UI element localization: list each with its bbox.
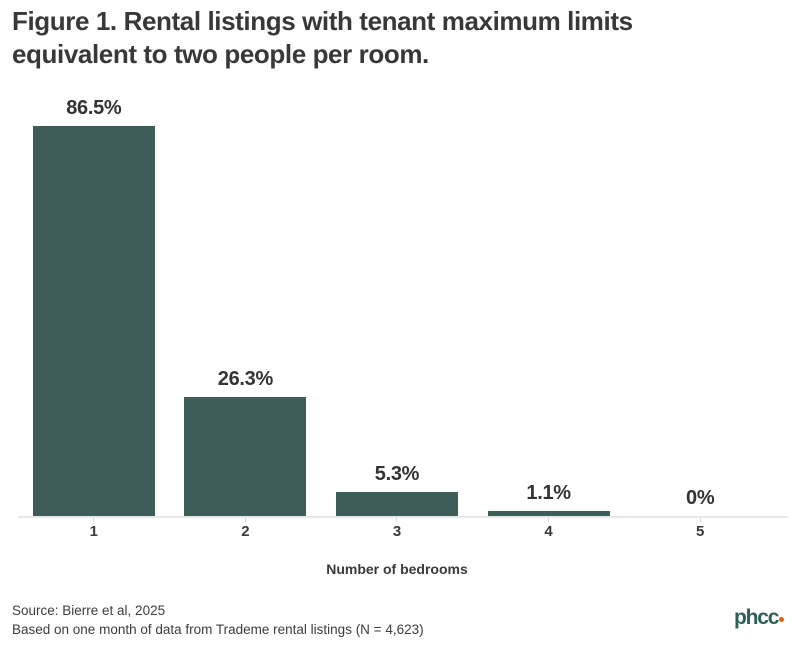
phcc-logo-text: phcc: [734, 606, 779, 629]
bar-column: 1.1%: [473, 482, 625, 516]
bar: [32, 126, 155, 516]
x-tick: 3: [321, 518, 473, 540]
bar-column: 0%: [624, 487, 776, 516]
bar-value-label: 26.3%: [217, 368, 274, 390]
x-tick: 1: [18, 518, 170, 540]
x-tick-label: 2: [241, 523, 250, 540]
bar-value-label: 0%: [686, 487, 715, 509]
bar-value-label: 1.1%: [526, 482, 571, 504]
x-tick-label: 3: [392, 523, 402, 540]
x-tick-mark: [93, 518, 95, 522]
x-tick: 5: [624, 518, 776, 540]
bar-value-label: 5.3%: [374, 463, 420, 485]
x-tick-label: 5: [696, 523, 705, 540]
basis-line: Based on one month of data from Trademe …: [12, 622, 424, 637]
figure-title: Figure 1. Rental listings with tenant ma…: [12, 6, 633, 69]
x-tick-mark: [244, 518, 246, 522]
bar-column: 5.3%: [321, 463, 473, 516]
bar-column: 86.5%: [18, 97, 170, 516]
x-axis-title: Number of bedrooms: [326, 561, 468, 577]
x-tick-label: 1: [89, 523, 98, 540]
x-tick-label: 4: [544, 523, 553, 540]
bar: [184, 397, 307, 516]
x-tick: 2: [170, 518, 322, 540]
bar-value-label: 86.5%: [66, 97, 122, 119]
bar-chart: 86.5% 26.3% 5.3% 1.1% 0% 1 2 3 4 5 Number of bed…: [18, 97, 788, 577]
x-tick-mark: [548, 518, 550, 522]
x-axis-line: [18, 516, 788, 518]
x-axis-ticks: 1 2 3 4 5: [18, 518, 776, 540]
footer-notes: Source: Bierre et al, 2025 Based on one …: [12, 601, 424, 639]
bar: [487, 511, 610, 516]
phcc-logo: phcc: [734, 606, 786, 634]
source-line: Source: Bierre et al, 2025: [12, 603, 166, 618]
bar: [335, 492, 458, 516]
phcc-logo-dot-icon: [779, 617, 784, 622]
bar-column: 26.3%: [170, 368, 322, 516]
x-tick-mark: [699, 518, 701, 522]
x-tick-mark: [396, 518, 398, 522]
x-tick: 4: [473, 518, 625, 540]
plot-area: 86.5% 26.3% 5.3% 1.1% 0%: [18, 97, 776, 516]
